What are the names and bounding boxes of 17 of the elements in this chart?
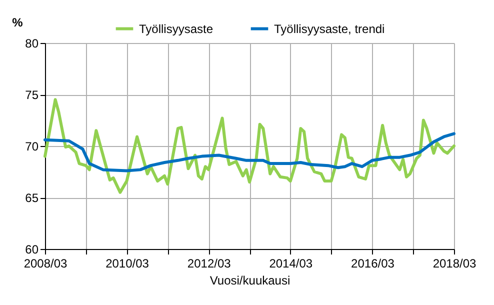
x-tick-label: 2008/03 — [24, 256, 68, 270]
y-tick-label: 65 — [25, 191, 39, 205]
y-axis-title: % — [12, 16, 24, 30]
x-axis-title: Vuosi/kuukausi — [210, 274, 290, 288]
legend-label: Työllisyysaste, trendi — [274, 22, 385, 36]
x-tick-label: 2010/03 — [106, 256, 150, 270]
y-tick-label: 75 — [25, 88, 39, 102]
y-tick-label: 80 — [25, 36, 39, 50]
legend-label: Työllisyysaste — [139, 22, 214, 36]
y-tick-label: 70 — [25, 140, 39, 154]
x-tick-label: 2016/03 — [351, 256, 395, 270]
line-series — [44, 132, 456, 172]
y-tick-label: 60 — [25, 242, 39, 256]
x-tick-label: 2014/03 — [269, 256, 313, 270]
x-tick-label: 2018/03 — [432, 256, 477, 270]
x-tick-label: 2012/03 — [187, 256, 232, 270]
line-series — [44, 98, 456, 194]
